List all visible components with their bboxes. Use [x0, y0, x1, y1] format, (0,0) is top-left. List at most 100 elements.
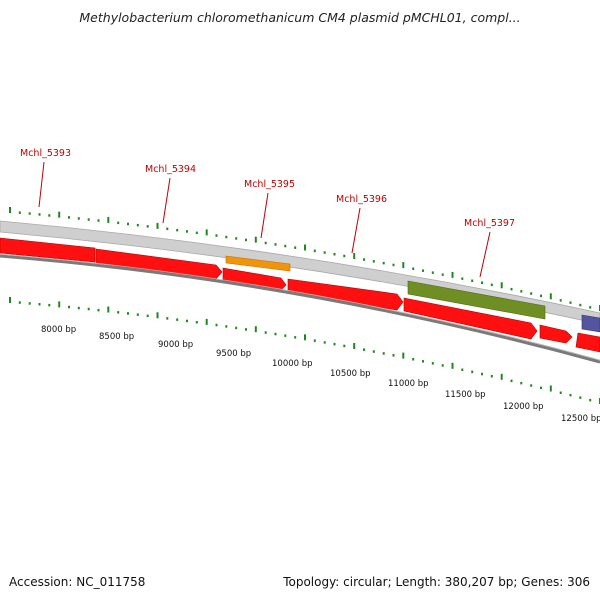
gene-arrow: [403, 297, 538, 340]
major-tick: [451, 362, 454, 369]
ruler-label: 9500 bp: [216, 349, 251, 359]
minor-tick: [48, 303, 51, 307]
gene-arrow: [539, 324, 573, 344]
minor-tick: [323, 251, 326, 254]
minor-tick: [77, 306, 80, 310]
gene-callouts: Mchl_5393 Mchl_5394 Mchl_5395 Mchl_5396 …: [20, 148, 515, 278]
genes-value: 306: [567, 575, 590, 589]
major-tick: [156, 312, 159, 319]
gene-label[interactable]: Mchl_5396: [336, 194, 387, 205]
ruler-label: 8000 bp: [41, 325, 76, 335]
minor-tick: [215, 323, 218, 327]
minor-tick: [422, 269, 424, 272]
accession-label: Accession:: [9, 575, 73, 589]
minor-tick: [422, 360, 424, 363]
gene-arrow: [222, 267, 287, 292]
minor-tick: [186, 230, 188, 233]
minor-tick: [294, 336, 297, 339]
major-tick: [402, 352, 405, 359]
minor-tick: [235, 326, 238, 330]
minor-tick: [461, 368, 464, 371]
minor-tick: [520, 290, 523, 293]
minor-tick: [579, 396, 582, 399]
minor-tick: [559, 391, 562, 394]
purple-feature: [581, 314, 600, 333]
gene-callout-line: [351, 207, 361, 254]
minor-tick: [166, 317, 169, 320]
major-tick: [156, 222, 159, 229]
major-tick: [500, 373, 503, 380]
minor-tick: [431, 362, 434, 365]
gene-label[interactable]: Mchl_5393: [20, 148, 71, 159]
major-tick: [9, 207, 11, 213]
minor-tick: [323, 341, 326, 344]
minor-tick: [372, 260, 375, 263]
minor-tick: [215, 234, 218, 237]
ruler-label: 11000 bp: [388, 379, 429, 389]
minor-tick: [97, 219, 100, 222]
gene-callout-line: [162, 177, 171, 224]
gene-label[interactable]: Mchl_5394: [145, 164, 196, 175]
minor-tick: [87, 307, 90, 311]
minor-tick: [392, 263, 395, 267]
minor-tick: [382, 352, 385, 355]
minor-tick: [146, 225, 149, 228]
minor-tick: [471, 370, 474, 374]
backbone-band: [0, 220, 600, 325]
major-tick: [549, 385, 552, 392]
minor-tick: [412, 358, 415, 361]
gene-label[interactable]: Mchl_5397: [464, 218, 515, 229]
major-tick: [58, 211, 61, 218]
major-tick: [254, 326, 257, 333]
major-tick: [107, 306, 110, 313]
minor-tick: [77, 217, 80, 220]
orange-feature: [225, 255, 291, 272]
olive-feature: [407, 280, 546, 320]
minor-tick: [520, 381, 523, 385]
minor-tick: [176, 318, 179, 321]
minor-tick: [510, 379, 513, 383]
minor-tick: [136, 313, 139, 316]
major-tick: [58, 301, 61, 308]
major-tick: [451, 271, 454, 278]
major-tick: [304, 244, 306, 251]
minor-tick: [28, 302, 31, 305]
minor-tick: [530, 384, 533, 387]
minor-tick: [569, 393, 572, 397]
gene-label[interactable]: Mchl_5395: [244, 179, 295, 190]
minor-tick: [97, 308, 100, 312]
minor-tick: [540, 386, 542, 390]
minor-tick: [264, 331, 267, 334]
minor-tick: [127, 312, 129, 315]
minor-tick: [313, 339, 316, 342]
minor-tick: [274, 243, 277, 246]
ruler-label: 8500 bp: [99, 332, 134, 342]
ruler-label: 12500 bp: [561, 414, 600, 424]
ruler-label: 11500 bp: [445, 390, 486, 400]
minor-tick: [441, 273, 444, 276]
minor-tick: [195, 231, 198, 235]
genes-label: Genes:: [521, 575, 564, 589]
minor-tick: [284, 334, 287, 337]
ruler-label: 10000 bp: [272, 359, 313, 369]
minor-tick: [18, 211, 21, 214]
major-tick: [9, 297, 11, 303]
major-tick: [353, 253, 356, 259]
minor-tick: [68, 305, 70, 309]
minor-tick: [540, 294, 542, 298]
minor-tick: [530, 292, 533, 295]
minor-tick: [264, 241, 267, 245]
major-tick: [353, 343, 356, 349]
minor-tick: [117, 221, 120, 225]
minor-tick: [363, 348, 365, 351]
accession-info: Accession: NC_011758: [9, 575, 145, 589]
ruler-labels: 8000 bp 8500 bp 9000 bp 9500 bp 10000 bp…: [41, 325, 600, 424]
minor-tick: [313, 249, 316, 253]
ruler-label: 9000 bp: [158, 340, 193, 350]
length-value: 380,207 bp: [444, 575, 514, 589]
minor-tick: [38, 213, 41, 216]
topology-label: Topology:: [283, 575, 340, 589]
minor-tick: [176, 228, 179, 232]
minor-tick: [579, 303, 582, 307]
